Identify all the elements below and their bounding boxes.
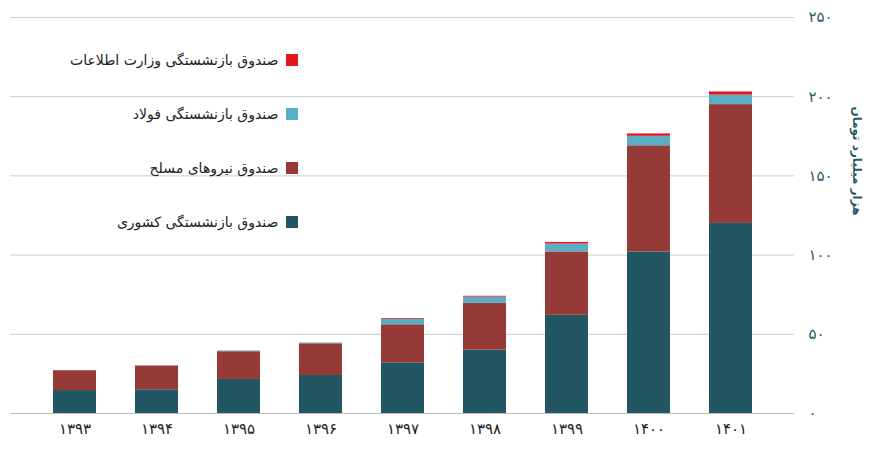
svg-text:۱۳۹۷: ۱۳۹۷ [387,420,419,438]
svg-text:۱۴۰۰: ۱۴۰۰ [633,420,665,438]
svg-text:۱۳۹۸: ۱۳۹۸ [469,420,501,438]
svg-text:۱۳۹۹: ۱۳۹۹ [551,420,583,438]
svg-text:۲۵۰: ۲۵۰ [809,8,833,26]
svg-text:۱۳۹۶: ۱۳۹۶ [305,420,337,438]
html-text:صندوق بازنشستگی وزارت اطلاعات: صندوق بازنشستگی وزارت اطلاعات [70,52,279,68]
html-text:صندوق بازنشستگی فولاد: صندوق بازنشستگی فولاد [132,106,279,122]
svg-text:هزار میلیارد تومان: هزار میلیارد تومان [849,106,864,215]
svg-text:۱۴۰۱: ۱۴۰۱ [715,420,747,438]
html-text:صندوق بازنشستگی کشوری: صندوق بازنشستگی کشوری [116,214,279,230]
svg-text:۱۵۰: ۱۵۰ [809,167,833,185]
svg-text:۱۳۹۳: ۱۳۹۳ [59,420,91,438]
svg-text:۱۳۹۴: ۱۳۹۴ [141,420,173,438]
svg-text:۱۳۹۵: ۱۳۹۵ [223,420,255,438]
html-text:صندوق نیروهای مسلح: صندوق نیروهای مسلح [149,160,279,176]
svg-text:۱۰۰: ۱۰۰ [809,246,833,264]
svg-text:۲۰۰: ۲۰۰ [809,88,833,106]
svg-text:۵۰: ۵۰ [809,325,825,343]
svg-text:۰: ۰ [809,404,817,422]
